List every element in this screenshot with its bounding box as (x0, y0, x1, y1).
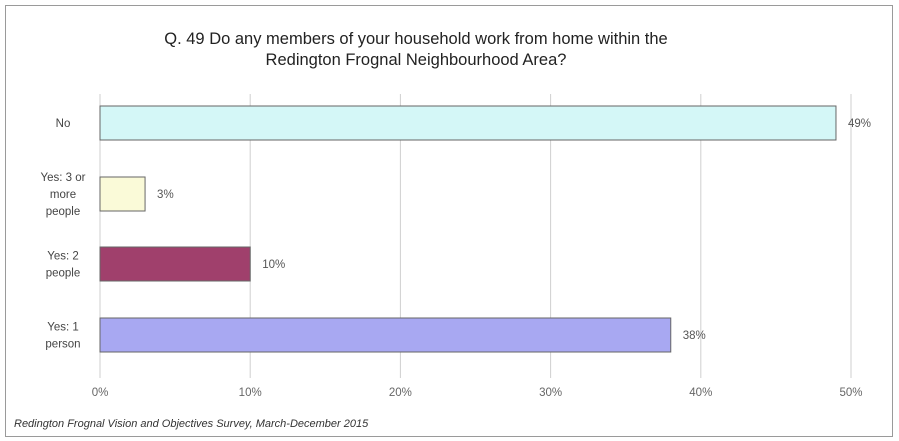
chart-title: Q. 49 Do any members of your household w… (164, 30, 668, 69)
value-label: 10% (262, 259, 285, 271)
bar (99, 246, 251, 282)
bar (99, 317, 672, 353)
category-label: Yes: 3 or more people (41, 172, 86, 218)
chart-frame: Q. 49 Do any members of your household w… (5, 5, 893, 437)
bar (99, 105, 837, 141)
x-tick-label: 40% (689, 387, 712, 399)
x-tick-label: 0% (92, 387, 109, 399)
bar (99, 176, 146, 212)
bar-chart: 0% 10% 20% 30% 40% 50% No Yes: 3 or more people Y… (41, 94, 871, 399)
value-label: 38% (683, 330, 706, 342)
x-tick-label: 30% (539, 387, 562, 399)
source-note: Redington Frognal Vision and Objectives … (14, 418, 369, 430)
value-labels: 49% 3% 10% 38% (157, 118, 871, 342)
category-label: Yes: 1 person (45, 322, 80, 351)
x-tick-label: 50% (839, 387, 862, 399)
bars (99, 105, 837, 353)
value-label: 3% (157, 189, 174, 201)
x-tick-label: 10% (239, 387, 262, 399)
x-tick-label: 20% (389, 387, 412, 399)
value-label: 49% (848, 118, 871, 130)
category-label: No (56, 118, 71, 130)
category-label: Yes: 2 people (46, 251, 81, 280)
x-tick-labels: 0% 10% 20% 30% 40% 50% (92, 387, 863, 399)
